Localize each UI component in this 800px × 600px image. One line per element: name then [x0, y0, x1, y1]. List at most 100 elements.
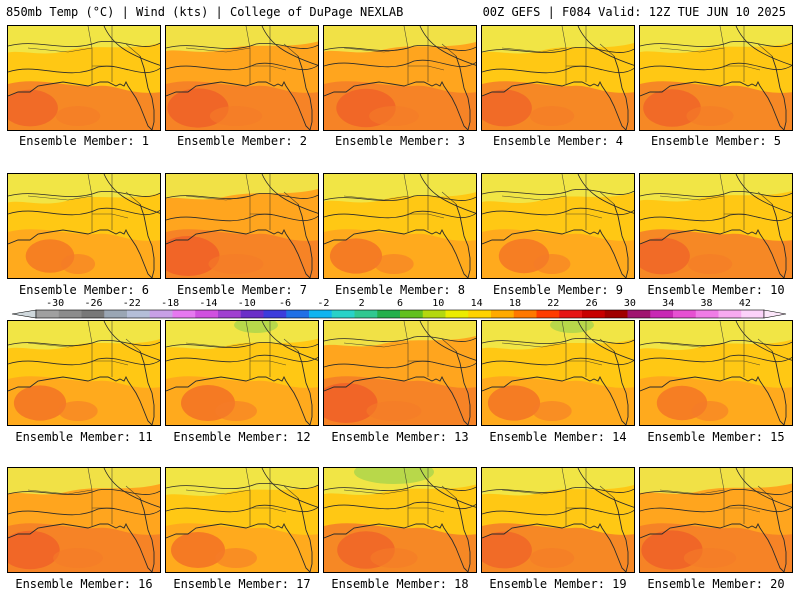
- temperature-map: [8, 26, 160, 130]
- ensemble-member-label: Ensemble Member: 17: [173, 577, 311, 591]
- ensemble-member-label: Ensemble Member: 3: [334, 134, 466, 148]
- ensemble-member-label: Ensemble Member: 1: [18, 134, 150, 148]
- colorbar-swatch: [286, 310, 310, 318]
- ensemble-map-panel: [481, 25, 635, 131]
- ensemble-member-label: Ensemble Member: 2: [176, 134, 308, 148]
- ensemble-map-panel: [639, 320, 793, 426]
- colorbar-tick-label: 6: [397, 298, 403, 309]
- ensemble-member-label: Ensemble Member: 12: [173, 430, 311, 444]
- ensemble-map-panel: [165, 173, 319, 279]
- colorbar-swatch: [468, 310, 492, 318]
- ensemble-member-label: Ensemble Member: 13: [331, 430, 469, 444]
- colorbar-tick-label: 30: [624, 298, 636, 309]
- temperature-map: [166, 174, 318, 278]
- colorbar-swatch: [491, 310, 515, 318]
- temperature-colorbar: -30 -26 -22 -18 -14 -10 -6 -2 2 6 10 14 18 22 26 30 34 38…: [11, 298, 787, 319]
- colorbar-swatch: [149, 310, 173, 318]
- temperature-map: [8, 321, 160, 425]
- ensemble-map-panel: [7, 25, 161, 131]
- colorbar-swatch: [377, 310, 401, 318]
- colorbar-tick-label: 42: [739, 298, 751, 309]
- temperature-map: [166, 26, 318, 130]
- ensemble-member-label: Ensemble Member: 15: [647, 430, 785, 444]
- colorbar-tick-label: 14: [471, 298, 483, 309]
- temperature-map: [324, 468, 476, 572]
- colorbar-tick-label: -6: [279, 298, 291, 309]
- colorbar-tick-label: 2: [359, 298, 365, 309]
- ensemble-map-panel: [323, 25, 477, 131]
- ensemble-map-panel: [481, 467, 635, 573]
- colorbar-swatch: [218, 310, 242, 318]
- ensemble-map-panel: [323, 173, 477, 279]
- ensemble-map-panel: [7, 320, 161, 426]
- ensemble-map-panel: [7, 467, 161, 573]
- temperature-map: [482, 26, 634, 130]
- colorbar-swatch: [172, 310, 196, 318]
- colorbar-tick-label: -10: [238, 298, 256, 309]
- colorbar-swatch: [627, 310, 651, 318]
- ensemble-member-label: Ensemble Member: 19: [489, 577, 627, 591]
- colorbar-swatch: [718, 310, 742, 318]
- colorbar-max-arrow: [763, 309, 787, 319]
- colorbar-swatch: [741, 310, 765, 318]
- colorbar-swatch: [354, 310, 378, 318]
- temperature-map: [482, 174, 634, 278]
- ensemble-member-label: Ensemble Member: 11: [15, 430, 153, 444]
- temperature-map: [166, 468, 318, 572]
- colorbar-tick-label: -2: [317, 298, 329, 309]
- ensemble-map-panel: [639, 173, 793, 279]
- temperature-map: [482, 321, 634, 425]
- colorbar-tick-label: 18: [509, 298, 521, 309]
- colorbar-swatch: [309, 310, 333, 318]
- colorbar-swatch: [36, 310, 60, 318]
- ensemble-member-label: Ensemble Member: 8: [334, 283, 466, 297]
- colorbar-tick-label: -22: [123, 298, 141, 309]
- colorbar-swatch: [422, 310, 446, 318]
- colorbar-swatch: [673, 310, 697, 318]
- colorbar-swatch: [58, 310, 82, 318]
- colorbar-swatch: [104, 310, 128, 318]
- colorbar-tick-label: 34: [662, 298, 674, 309]
- temperature-map: [324, 26, 476, 130]
- ensemble-map-panel: [165, 25, 319, 131]
- ensemble-member-label: Ensemble Member: 7: [176, 283, 308, 297]
- colorbar-swatch: [331, 310, 355, 318]
- ensemble-map-panel: [165, 467, 319, 573]
- ensemble-member-label: Ensemble Member: 5: [650, 134, 782, 148]
- ensemble-map-panel: [165, 320, 319, 426]
- colorbar-swatch: [127, 310, 151, 318]
- colorbar-swatch: [513, 310, 537, 318]
- temperature-map: [482, 468, 634, 572]
- ensemble-member-label: Ensemble Member: 9: [492, 283, 624, 297]
- colorbar-tick-label: -26: [84, 298, 102, 309]
- ensemble-map-panel: [639, 25, 793, 131]
- colorbar-tick-label: 26: [586, 298, 598, 309]
- colorbar-swatch: [445, 310, 469, 318]
- colorbar-swatch: [240, 310, 264, 318]
- temperature-map: [640, 174, 792, 278]
- ensemble-member-label: Ensemble Member: 20: [647, 577, 785, 591]
- ensemble-member-label: Ensemble Member: 6: [18, 283, 150, 297]
- colorbar-swatch: [650, 310, 674, 318]
- ensemble-map-panel: [323, 467, 477, 573]
- colorbar-tick-label: 10: [432, 298, 444, 309]
- colorbar-swatch: [400, 310, 424, 318]
- colorbar-swatch: [559, 310, 583, 318]
- map-title: 850mb Temp (°C) | Wind (kts) | College o…: [6, 5, 404, 19]
- colorbar-swatch: [695, 310, 719, 318]
- colorbar-tick-label: 22: [547, 298, 559, 309]
- ensemble-map-panel: [7, 173, 161, 279]
- colorbar-swatch: [536, 310, 560, 318]
- colorbar-swatch: [263, 310, 287, 318]
- ensemble-member-label: Ensemble Member: 4: [492, 134, 624, 148]
- colorbar-swatch: [582, 310, 606, 318]
- colorbar-tick-label: -18: [161, 298, 179, 309]
- temperature-map: [640, 321, 792, 425]
- ensemble-member-label: Ensemble Member: 16: [15, 577, 153, 591]
- temperature-map: [324, 174, 476, 278]
- colorbar-swatch: [604, 310, 628, 318]
- ensemble-map-panel: [481, 320, 635, 426]
- colorbar-tick-label: -30: [46, 298, 64, 309]
- ensemble-member-label: Ensemble Member: 18: [331, 577, 469, 591]
- temperature-map: [8, 174, 160, 278]
